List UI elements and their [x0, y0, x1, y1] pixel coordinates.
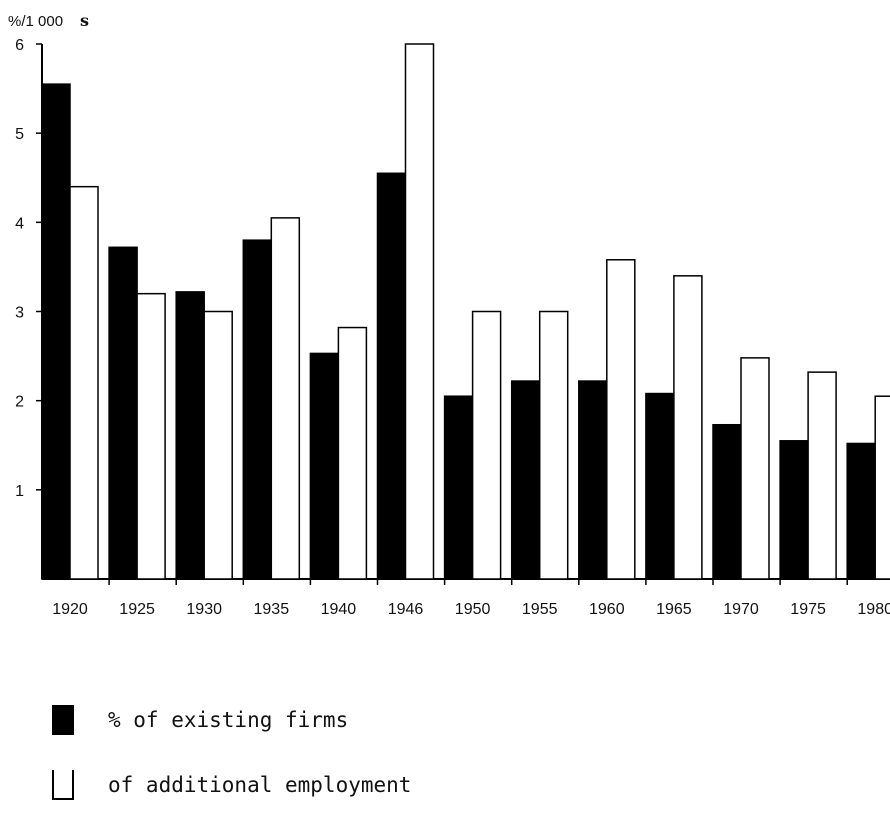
x-tick-label: 1940 — [321, 601, 357, 618]
bar-existing-firms — [309, 352, 340, 580]
x-tick-label: 1965 — [656, 601, 692, 618]
x-tick-label: 1975 — [790, 601, 826, 618]
legend-item-existing-firms: % of existing firms — [52, 705, 348, 735]
bar-additional-employment — [270, 217, 301, 580]
y-unit-suffix: s — [80, 11, 89, 30]
y-tick-label: 3 — [15, 305, 24, 322]
bar-existing-firms — [846, 442, 876, 580]
x-axis: 1920 1925 1930 1935 1940 1946 1950 1955 1960 1965… — [42, 578, 890, 618]
bar-additional-employment — [606, 259, 636, 580]
bar-existing-firms — [41, 83, 71, 580]
bar-existing-firms — [779, 440, 809, 580]
x-tick-label: 1946 — [388, 601, 424, 618]
x-tick-label: 1925 — [119, 601, 155, 618]
legend-swatch-filled — [52, 705, 74, 735]
legend-swatch-open — [52, 770, 74, 800]
legend-label-additional-employment: of additional employment — [108, 773, 412, 797]
x-tick-label: 1930 — [186, 601, 222, 618]
bar-chart: %/1 000 s 1 2 3 4 5 6 1920 1925 1930 1935 1940 194… — [8, 11, 890, 618]
bar-existing-firms — [645, 392, 675, 580]
bar-additional-employment — [337, 326, 368, 580]
bar-additional-employment — [740, 357, 770, 580]
y-tick-label: 5 — [15, 126, 24, 143]
bar-existing-firms — [175, 291, 205, 580]
bar-existing-firms — [108, 246, 138, 580]
bar-additional-employment — [874, 395, 890, 580]
bar-additional-employment — [136, 292, 166, 580]
y-axis: 1 2 3 4 5 6 — [15, 37, 43, 579]
bar-existing-firms — [578, 380, 608, 580]
bar-additional-employment — [673, 275, 703, 580]
y-tick-label: 4 — [15, 215, 24, 232]
bar-existing-firms — [712, 423, 742, 580]
y-tick-label: 2 — [15, 394, 24, 411]
x-tick-label: 1955 — [522, 601, 558, 618]
bar-additional-employment — [203, 310, 233, 580]
x-tick-label: 1970 — [723, 601, 759, 618]
bar-existing-firms — [376, 172, 407, 580]
legend-item-additional-employment: of additional employment — [52, 770, 411, 800]
y-tick-label: 6 — [15, 37, 24, 54]
bar-additional-employment — [538, 310, 569, 580]
bar-additional-employment — [69, 185, 99, 580]
y-unit-label: %/1 000 — [8, 13, 63, 30]
y-tick-label: 1 — [15, 483, 24, 500]
bar-existing-firms — [242, 239, 273, 580]
legend-label-existing-firms: % of existing firms — [108, 708, 349, 732]
x-tick-label: 1935 — [254, 601, 290, 618]
x-tick-label: 1950 — [455, 601, 491, 618]
x-tick-label: 1960 — [589, 601, 625, 618]
bar-existing-firms — [443, 395, 474, 580]
x-tick-label: 1980 — [857, 601, 890, 618]
bars — [41, 43, 890, 580]
bar-existing-firms — [510, 380, 541, 580]
x-tick-label: 1920 — [52, 601, 88, 618]
bar-additional-employment — [404, 43, 435, 580]
bar-additional-employment — [471, 310, 502, 580]
bar-additional-employment — [807, 371, 837, 580]
